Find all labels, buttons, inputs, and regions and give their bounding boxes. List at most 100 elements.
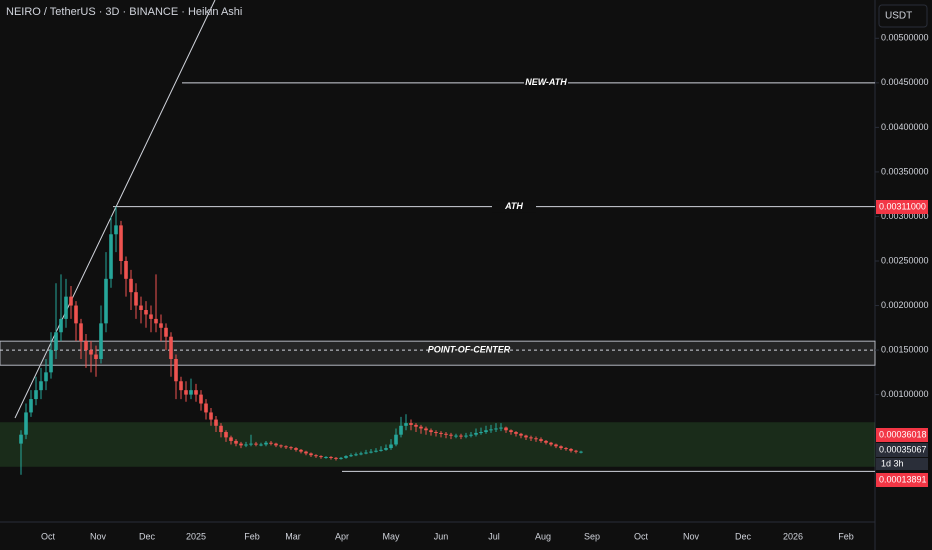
y-tick-label: 0.00200000 [881,300,929,310]
candle-body [99,323,103,359]
candle-body [529,437,533,439]
candle-body [29,399,33,413]
chart-title: NEIRO / TetherUS · 3D · BINANCE · Heikin… [6,6,242,18]
candle-body [359,453,363,455]
trend-line [14,0,216,419]
candle-body [354,454,358,456]
candle-body [159,323,163,328]
candle-body [289,447,293,449]
candle-body [279,445,283,447]
candle-body [34,390,38,400]
x-tick-label: Sep [584,531,600,541]
candle-body [409,423,413,425]
candle-body [204,403,208,413]
candle-body [284,446,288,448]
candle-body [374,450,378,452]
level-label: NEW-ATH [525,77,567,87]
candle-body [399,425,403,435]
candle-body [439,432,443,434]
candle-body [474,432,478,435]
candle-body [454,435,458,437]
candle-body [554,444,558,447]
candle-body [524,435,528,438]
candle-body [484,430,488,433]
candle-body [539,439,543,441]
y-tick-label: 0.00450000 [881,77,929,87]
candle-body [544,440,548,443]
candle-body [574,450,578,452]
label-bg [432,344,506,357]
candle-body [519,433,523,436]
candle-body [499,427,503,429]
candle-body [234,440,238,444]
candle-body [549,442,553,445]
currency-button[interactable] [878,4,928,28]
x-tick-label: Oct [634,531,649,541]
candle-body [304,451,308,454]
x-tick-label: Aug [535,531,551,541]
candle-body [129,278,133,293]
candle-body [119,225,123,261]
candle-body [494,428,498,430]
candle-body [424,428,428,431]
candle-body [59,318,63,333]
candle-body [509,430,513,433]
candle-body [434,432,438,434]
y-tick-label: 0.00100000 [881,389,929,399]
candle-body [224,432,228,438]
price-tag-label: 0.00311000 [879,201,926,211]
candle-body [504,427,508,431]
candle-body [419,426,423,429]
candle-body [404,423,408,426]
label-bg [524,76,568,89]
candle-body [309,453,313,456]
candle-body [124,261,128,279]
candle-body [219,425,223,433]
candle-body [209,412,213,420]
candle-body [299,449,303,452]
candle-body [154,318,158,324]
candle-body [109,234,113,279]
candle-body [19,434,23,444]
candle-body [89,350,93,355]
candle-body [329,456,333,458]
x-tick-label: Jun [434,531,449,541]
candle-body [179,381,183,391]
candle-body [254,443,258,445]
price-tag-label: 0.00035067 [879,444,927,454]
candle-body [274,443,278,446]
x-tick-label: Dec [139,531,156,541]
candle-body [74,305,78,324]
candle-body [369,451,373,453]
x-tick-label: 2026 [783,531,803,541]
y-tick-label: 0.00250000 [881,255,929,265]
level-label: ATH [504,201,523,211]
candle-body [384,448,388,450]
candle-body [94,354,98,359]
candle-body [514,432,518,434]
candle-body [344,456,348,458]
candle-body [334,457,338,459]
x-tick-label: Dec [735,531,752,541]
candle-body [104,278,108,324]
countdown: 1d 3h [881,458,904,468]
candle-body [69,296,73,306]
demand-zone [0,422,875,467]
candle-body [349,455,353,457]
y-tick-label: 0.00300000 [881,211,929,221]
x-tick-label: Apr [335,531,349,541]
x-tick-label: Feb [244,531,260,541]
candle-body [189,390,193,395]
price-tag [876,473,928,487]
candle-body [389,444,393,449]
zone-label: POINT-OF-CENTER [428,344,511,354]
candle-body [144,309,148,315]
candle-body [84,341,88,351]
currency: USDT [885,11,912,22]
candle-body [184,390,188,395]
y-tick-label: 0.00350000 [881,166,929,176]
candle-body [569,448,573,451]
candle-body [444,433,448,435]
candle-body [534,438,538,440]
